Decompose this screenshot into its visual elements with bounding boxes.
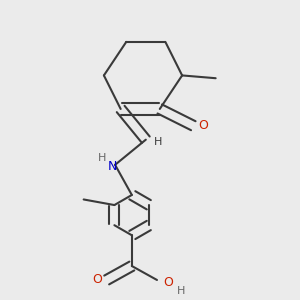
Text: O: O: [92, 274, 102, 286]
Text: H: H: [176, 286, 185, 296]
Text: O: O: [163, 276, 173, 289]
Text: H: H: [154, 137, 163, 148]
Text: N: N: [108, 160, 117, 173]
Text: O: O: [198, 119, 208, 132]
Text: H: H: [98, 153, 107, 163]
